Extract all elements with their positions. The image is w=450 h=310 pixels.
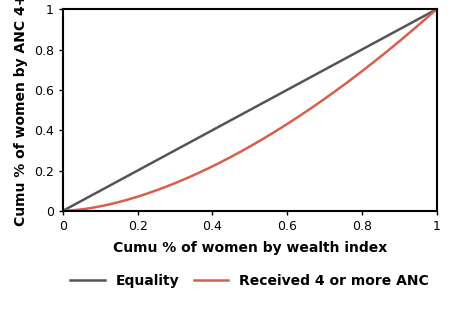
Legend: Equality, Received 4 or more ANC: Equality, Received 4 or more ANC: [70, 274, 429, 288]
X-axis label: Cumu % of women by wealth index: Cumu % of women by wealth index: [112, 241, 387, 255]
Y-axis label: Cumu % of women by ANC 4+: Cumu % of women by ANC 4+: [14, 0, 28, 226]
